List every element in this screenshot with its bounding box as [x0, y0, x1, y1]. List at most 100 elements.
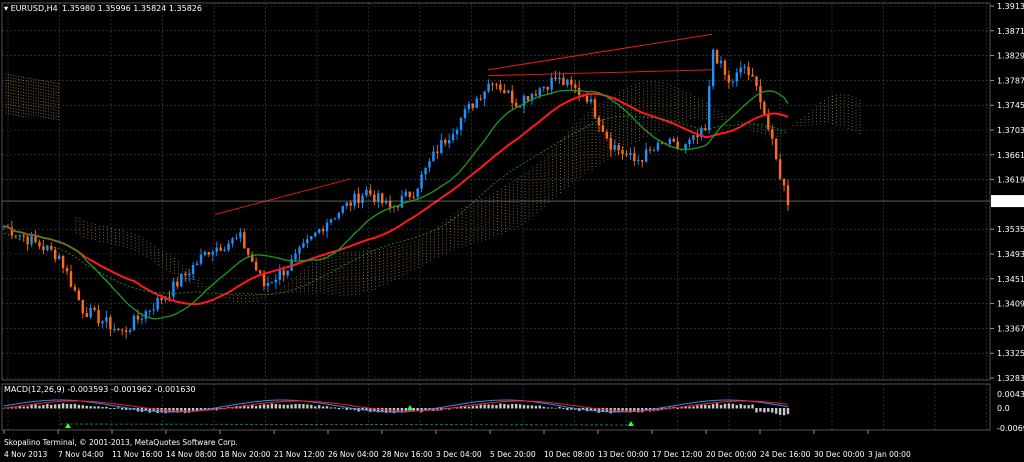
time-tick-label: 17 Dec 12:00	[652, 450, 703, 459]
candle-body	[404, 191, 408, 196]
candle-body	[727, 74, 731, 83]
candle-body	[593, 99, 597, 118]
macd-bar	[538, 405, 541, 409]
macd-bar	[195, 408, 199, 412]
macd-bar	[243, 405, 246, 409]
macd-bar	[621, 408, 624, 413]
macd-tick-label: 0.004363	[997, 390, 1024, 399]
macd-bar	[321, 406, 325, 409]
macd-tick-label: -0.006964	[997, 424, 1024, 433]
macd-bar	[164, 408, 167, 414]
candle-body	[621, 150, 624, 155]
candle-body	[26, 236, 29, 245]
grid-lines	[2, 3, 990, 430]
time-tick-label: 28 Nov 16:00	[382, 450, 433, 459]
candle-body	[109, 317, 112, 330]
macd-bar	[570, 408, 573, 410]
macd-bar	[337, 408, 341, 410]
candle-body	[81, 300, 85, 314]
candle-body	[707, 86, 711, 131]
candle-body	[270, 282, 274, 284]
macd-bar	[329, 407, 333, 409]
candle-body	[692, 135, 695, 140]
candle-body	[522, 95, 526, 107]
candle-body	[223, 249, 226, 251]
candle-body	[365, 189, 368, 196]
candle-body	[436, 151, 439, 153]
time-tick-label: 3 Dec 04:00	[436, 450, 482, 459]
candle-body	[207, 252, 211, 255]
macd-bar	[727, 403, 731, 409]
macd-bar	[50, 404, 53, 409]
macd-bar	[54, 404, 57, 409]
macd-bar	[113, 408, 116, 409]
candle-body	[546, 86, 549, 90]
candle-body	[771, 129, 774, 139]
time-tick-label: 11 Nov 16:00	[112, 450, 163, 459]
trendline	[214, 178, 351, 215]
candle-body	[215, 247, 218, 252]
macd-bar	[708, 405, 711, 409]
macd-bar	[680, 407, 683, 409]
time-tick-label: 18 Nov 20:00	[220, 450, 271, 459]
candle-body	[424, 167, 427, 175]
candle-body	[180, 273, 183, 287]
candle-body	[554, 77, 557, 80]
macd-bar	[258, 405, 262, 409]
candle-body	[648, 149, 652, 151]
candle-body	[337, 212, 341, 219]
macd-bar	[341, 407, 345, 409]
macd-bar	[2, 408, 6, 409]
candle-body	[282, 270, 285, 276]
macd-bar	[704, 404, 707, 409]
time-tick-label: 21 Nov 12:00	[274, 450, 325, 459]
candle-body	[294, 253, 297, 260]
candle-body	[113, 328, 116, 330]
candle-body	[140, 318, 144, 320]
macd-bar	[609, 408, 612, 414]
candle-body	[152, 309, 155, 311]
macd-trendline	[59, 423, 631, 426]
macd-bar	[562, 408, 565, 409]
symbol-title: ▾ EURUSD,H4	[4, 4, 58, 13]
candle-body	[778, 159, 782, 179]
candle-body	[144, 311, 148, 319]
macd-bar	[735, 405, 738, 409]
candle-body	[782, 178, 786, 186]
candle-body	[211, 251, 215, 255]
time-tick-label: 3 Jan 00:00	[868, 450, 911, 459]
candle-body	[65, 268, 69, 272]
macd-bar	[696, 405, 699, 409]
macd-bar	[345, 408, 348, 410]
candle-body	[231, 238, 234, 244]
candle-body	[676, 141, 679, 150]
candle-body	[168, 296, 171, 298]
candle-body	[34, 236, 37, 242]
candle-body	[361, 195, 364, 204]
time-tick-label: 4 Nov 2013	[4, 450, 47, 459]
macd-bar	[743, 405, 746, 409]
macd-bar	[676, 408, 679, 409]
candle-body	[633, 153, 636, 161]
candle-body	[380, 193, 384, 204]
candle-body	[672, 138, 675, 142]
candle-body	[317, 229, 321, 233]
current-price-label: 1.35826	[994, 197, 1024, 206]
candle-body	[585, 95, 589, 102]
macd-bar	[518, 404, 522, 409]
candle-body	[444, 140, 447, 144]
candle-body	[46, 245, 49, 251]
macd-bar	[317, 405, 321, 409]
time-tick-label: 30 Dec 00:00	[814, 450, 865, 459]
candle-body	[719, 60, 723, 64]
candle-body	[298, 247, 301, 254]
macd-bar	[69, 404, 73, 409]
candle-body	[420, 174, 423, 189]
macd-bar	[479, 404, 482, 409]
macd-bar	[306, 404, 309, 409]
candle-body	[471, 103, 475, 108]
candle-body	[511, 90, 514, 104]
candle-body	[97, 309, 100, 324]
macd-bar	[239, 406, 242, 409]
